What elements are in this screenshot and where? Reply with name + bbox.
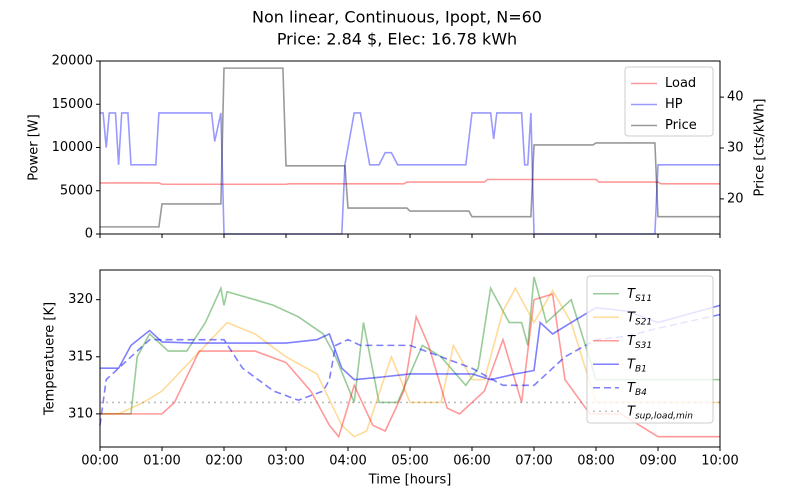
legend-label: TS21 <box>627 310 652 327</box>
legend-label: Load <box>665 76 696 91</box>
series-line <box>100 286 720 438</box>
legend-label-base: T <box>627 357 636 372</box>
series-line <box>100 112 720 235</box>
legend-label: HP <box>665 97 683 112</box>
plot-frame <box>99 60 721 235</box>
legend-label-base: T <box>627 286 636 301</box>
legend-label: TS11 <box>627 286 652 303</box>
y2-axis-label: Price [cts/kWh] <box>753 98 768 196</box>
x-tick-label: 04:00 <box>329 454 366 469</box>
legend-label-sub: S21 <box>635 317 652 327</box>
legend-label: Price <box>665 118 697 133</box>
y-tick-label: 310 <box>68 406 93 421</box>
legend-label-base: T <box>627 310 636 325</box>
legend: Load HP Price <box>624 66 714 137</box>
series-line <box>100 178 720 186</box>
y-axis-label: Power [W] <box>27 114 42 180</box>
legend-box <box>624 66 714 137</box>
legend-label: TB1 <box>627 357 647 374</box>
chart-title: Non linear, Continuous, Ipopt, N=60 <box>252 8 542 27</box>
y-tick-label: 10000 <box>52 140 93 155</box>
x-tick-label: 00:00 <box>81 454 118 469</box>
x-tick-label: 02:00 <box>205 454 242 469</box>
x-tick-label: 08:00 <box>577 454 614 469</box>
legend-label-sub: B4 <box>635 387 647 397</box>
legend-label: Tsup,load,min <box>627 404 693 421</box>
legend-box <box>586 275 714 424</box>
legend-label-base: T <box>627 404 636 419</box>
y-tick-label: 15000 <box>52 97 93 112</box>
legend-label-sub: B1 <box>635 364 647 374</box>
series-line <box>100 276 720 415</box>
series-line <box>99 313 721 426</box>
y-tick-label: 0 <box>85 227 93 242</box>
legend-label: TS31 <box>627 333 652 350</box>
legend-label-base: T <box>627 380 636 395</box>
y-tick-label: 20000 <box>52 54 93 69</box>
y2-tick-label: 20 <box>727 191 744 206</box>
chart-subtitle: Price: 2.84 $, Elec: 16.78 kWh <box>277 30 517 49</box>
y2-tick-label: 40 <box>727 90 744 105</box>
x-tick-label: 05:00 <box>391 454 428 469</box>
x-tick-label: 06:00 <box>453 454 490 469</box>
x-tick-label: 01:00 <box>143 454 180 469</box>
y2-tick-label: 30 <box>727 141 744 156</box>
legend-label-base: T <box>627 333 636 348</box>
x-tick-label: 09:00 <box>639 454 676 469</box>
x-axis-label: Time [hours] <box>368 473 452 488</box>
series-line <box>100 67 720 228</box>
legend-label-sub: sup,load,min <box>635 411 693 421</box>
y-tick-label: 5000 <box>60 183 93 198</box>
y-tick-label: 315 <box>68 349 93 364</box>
y-tick-label: 320 <box>68 292 93 307</box>
x-tick-label: 10:00 <box>701 454 738 469</box>
y-axis-label: Temperatuere [K] <box>43 302 58 416</box>
legend-label: TB4 <box>627 380 647 397</box>
series-line <box>100 292 720 439</box>
x-tick-label: 03:00 <box>267 454 304 469</box>
plot-frame <box>99 269 721 448</box>
legend-label-sub: S11 <box>635 293 652 303</box>
legend-label-sub: S31 <box>635 340 652 350</box>
x-tick-label: 07:00 <box>515 454 552 469</box>
